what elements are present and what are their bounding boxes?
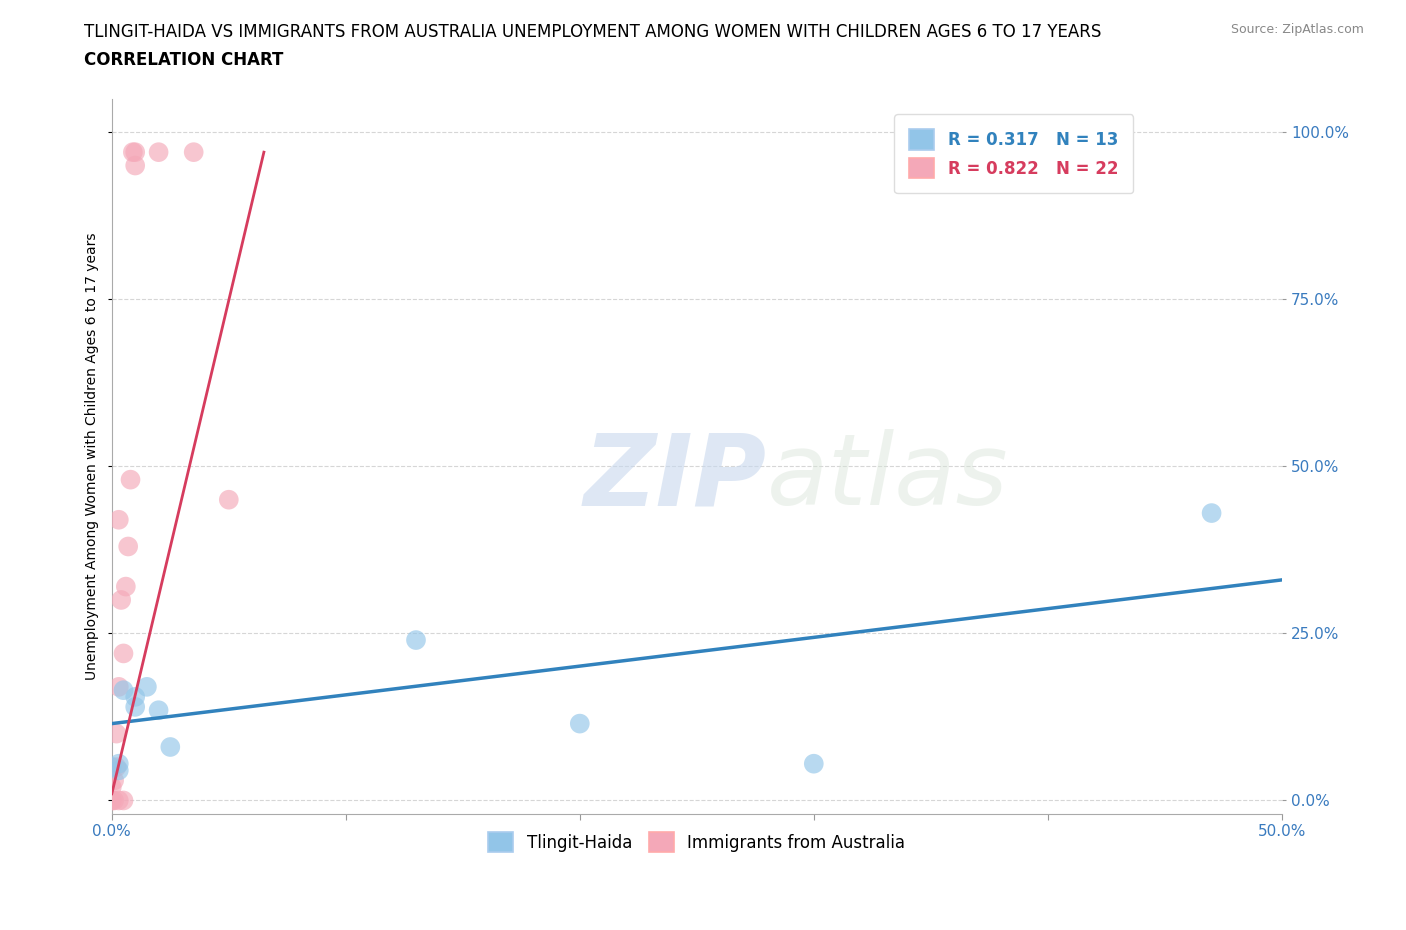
- Point: [108, 756, 131, 771]
- Point: [108, 680, 131, 695]
- Point: [135, 680, 157, 695]
- Point: [112, 683, 135, 698]
- Y-axis label: Unemployment Among Women with Children Ages 6 to 17 years: Unemployment Among Women with Children A…: [86, 232, 100, 680]
- Point: [124, 689, 146, 704]
- Point: [101, 793, 124, 808]
- Point: [103, 773, 125, 788]
- Point: [117, 539, 139, 554]
- Point: [148, 703, 170, 718]
- Point: [101, 760, 124, 775]
- Point: [159, 739, 181, 754]
- Point: [121, 145, 143, 160]
- Point: [108, 512, 131, 527]
- Text: TLINGIT-HAIDA VS IMMIGRANTS FROM AUSTRALIA UNEMPLOYMENT AMONG WOMEN WITH CHILDRE: TLINGIT-HAIDA VS IMMIGRANTS FROM AUSTRAL…: [84, 23, 1102, 41]
- Point: [148, 145, 170, 160]
- Point: [803, 756, 825, 771]
- Point: [218, 492, 240, 507]
- Point: [1201, 506, 1223, 521]
- Text: ZIP: ZIP: [583, 430, 768, 526]
- Point: [124, 699, 146, 714]
- Text: atlas: atlas: [768, 430, 1008, 526]
- Point: [183, 145, 205, 160]
- Point: [568, 716, 591, 731]
- Point: [108, 763, 131, 777]
- Legend: Tlingit-Haida, Immigrants from Australia: Tlingit-Haida, Immigrants from Australia: [482, 826, 912, 859]
- Point: [124, 145, 146, 160]
- Point: [112, 646, 135, 661]
- Point: [110, 592, 132, 607]
- Point: [101, 793, 124, 808]
- Point: [124, 158, 146, 173]
- Point: [103, 793, 125, 808]
- Point: [105, 760, 128, 775]
- Text: Source: ZipAtlas.com: Source: ZipAtlas.com: [1230, 23, 1364, 36]
- Point: [105, 726, 128, 741]
- Point: [108, 793, 131, 808]
- Point: [101, 779, 124, 794]
- Point: [112, 793, 135, 808]
- Point: [405, 632, 427, 647]
- Text: CORRELATION CHART: CORRELATION CHART: [84, 51, 284, 69]
- Point: [115, 579, 138, 594]
- Point: [120, 472, 142, 487]
